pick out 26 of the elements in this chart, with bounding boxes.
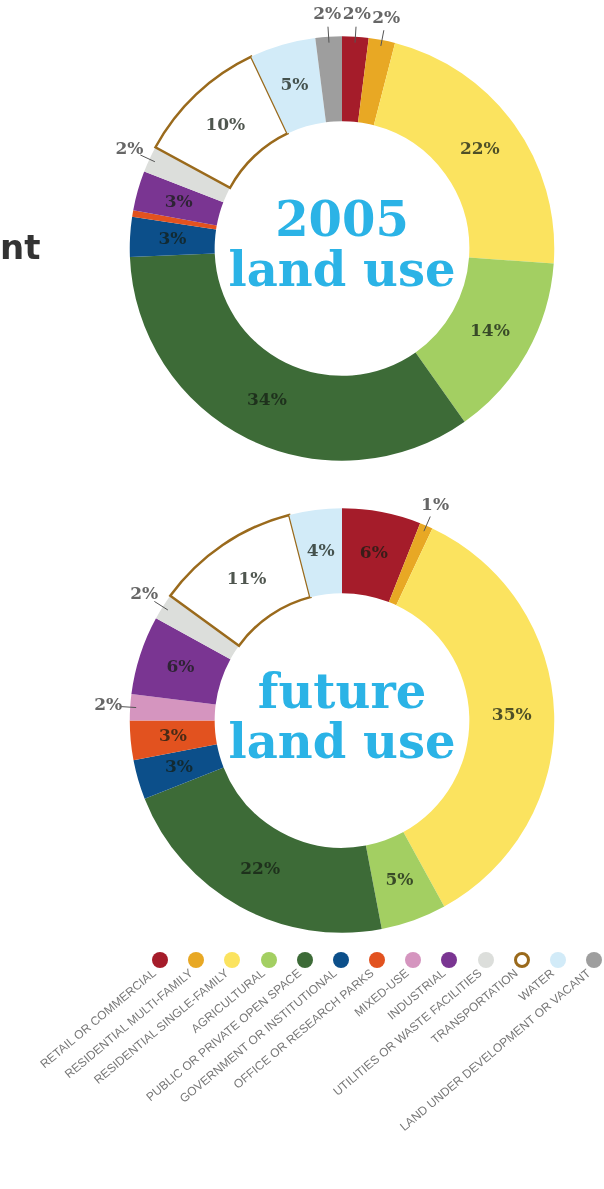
data-label: 2% (94, 694, 123, 715)
data-label: 6% (359, 542, 388, 563)
data-label: 4% (306, 540, 335, 561)
data-label: 3% (164, 756, 193, 777)
data-label: 10% (205, 113, 246, 134)
text: nt (0, 226, 41, 267)
data-label: 22% (240, 857, 281, 878)
data-label: 5% (280, 73, 309, 94)
text: 2005 land use (228, 190, 456, 297)
data-label: 5% (385, 868, 414, 889)
data-label: 14% (470, 320, 510, 341)
data-label: 2% (313, 3, 342, 24)
data-label: 22% (459, 137, 500, 158)
data-label: 2% (115, 138, 144, 159)
data-label: 2% (130, 583, 159, 604)
data-label: 3% (158, 227, 187, 248)
data-label: 1% (421, 493, 450, 514)
data-label: 2% (372, 6, 401, 27)
data-label: 34% (247, 389, 287, 410)
text: future land use (228, 662, 456, 769)
data-label: 6% (166, 656, 195, 677)
data-label: 2% (342, 3, 371, 24)
data-label: 3% (158, 724, 187, 745)
data-label: 35% (491, 703, 532, 724)
data-label: 3% (164, 190, 193, 211)
data-label: 11% (226, 568, 267, 589)
